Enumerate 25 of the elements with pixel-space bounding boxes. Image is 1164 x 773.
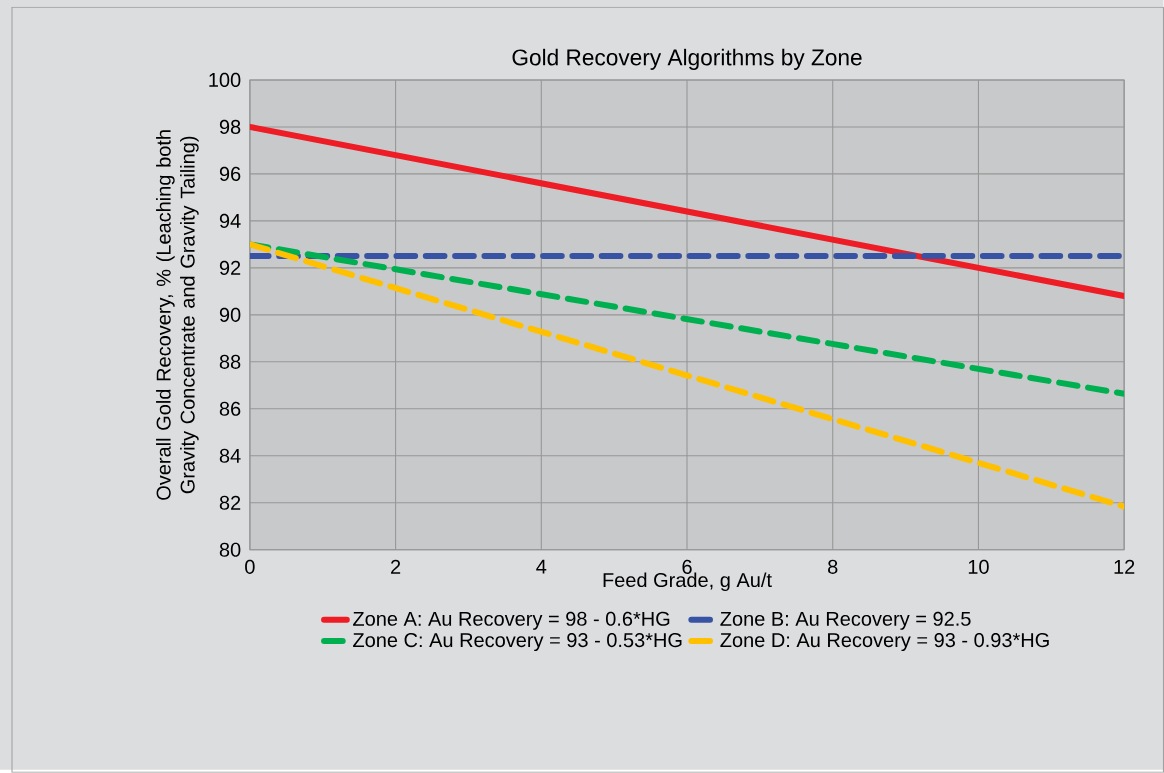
x-tick-label: 4	[536, 559, 547, 574]
x-axis-title: Feed Grade, g Au/t	[603, 572, 772, 592]
y-tick-label: 100	[209, 72, 241, 88]
legend-label: Zone C: Au Recovery = 93 - 0.53*HG	[353, 633, 682, 652]
y-axis-title: Overall Gold Recovery, % (Leaching both Gravity Concentrate and Gravity Tailing)	[156, 130, 199, 500]
x-tick-label: 12	[1114, 559, 1135, 574]
x-tick-label: 2	[391, 559, 401, 574]
x-tick-label: 8	[828, 559, 838, 574]
legend-label: Zone A: Au Recovery = 98 - 0.6*HG	[353, 611, 670, 630]
y-tick-label: 98	[219, 119, 241, 135]
y-tick-label: 92	[219, 260, 241, 276]
y-tick-label: 82	[219, 495, 241, 510]
x-tick-label: 10	[968, 559, 989, 574]
chart-title: Gold Recovery Algorithms by Zone	[512, 48, 862, 70]
y-tick-label: 94	[219, 213, 241, 229]
y-tick-label: 86	[219, 401, 241, 416]
x-tick-label: 0	[245, 559, 255, 574]
x-tick-label: 6	[682, 559, 692, 574]
legend-label: Zone B: Au Recovery = 92.5	[720, 611, 971, 630]
y-tick-label: 96	[219, 166, 241, 182]
legend-label: Zone D: Au Recovery = 93 - 0.93*HG	[720, 633, 1049, 652]
y-tick-label: 90	[219, 307, 241, 322]
y-tick-label: 80	[219, 542, 241, 557]
y-tick-label: 88	[219, 354, 241, 369]
y-tick-label: 84	[219, 448, 241, 463]
